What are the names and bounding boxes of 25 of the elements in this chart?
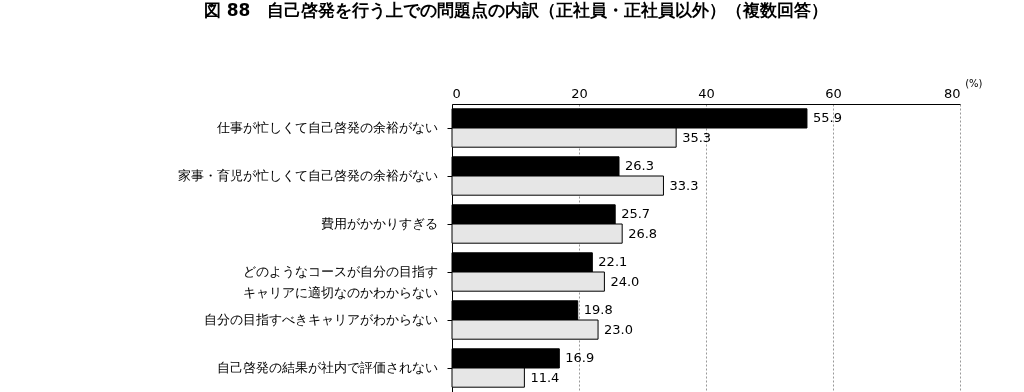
data-label: 26.8 — [628, 225, 658, 241]
y-tick-label: 仕事が忙しくて自己啓発の余裕がない — [215, 120, 438, 135]
data-label: 22.1 — [598, 254, 628, 270]
data-label: 25.7 — [621, 206, 651, 222]
data-label: 11.4 — [530, 369, 560, 385]
y-tick-label: 費用がかかりすぎる — [320, 216, 438, 231]
y-tick-label: どのようなコースが自分の目指すキャリアに適切なのかわからない — [242, 264, 438, 300]
x-tick-label: 60 — [825, 85, 842, 101]
data-label: 24.0 — [610, 273, 640, 289]
data-label: 23.0 — [604, 321, 633, 337]
data-label: 16.9 — [565, 350, 595, 366]
y-tick-label: 自分の目指すべきキャリアがわからない — [203, 312, 438, 327]
data-label: 35.3 — [682, 129, 712, 145]
data-label: 26.3 — [625, 158, 654, 174]
x-tick-label: 0 — [452, 85, 461, 101]
x-tick-label: 40 — [698, 85, 715, 101]
y-tick-label: 自己啓発の結果が社内で評価されない — [216, 360, 438, 375]
x-axis-title: (%) — [965, 77, 983, 89]
data-label: 55.9 — [812, 110, 842, 126]
x-tick-label: 20 — [571, 85, 588, 101]
data-label: 19.8 — [583, 302, 613, 318]
y-tick-label: 家事・育児が忙しくて自己啓発の余裕がない — [177, 168, 438, 183]
chart-title: 図 88 自己啓発を行う上での問題点の内訳（正社員・正社員以外）（複数回答） — [203, 0, 829, 20]
data-label: 33.3 — [669, 177, 699, 193]
x-tick-label: 80 — [943, 85, 961, 101]
